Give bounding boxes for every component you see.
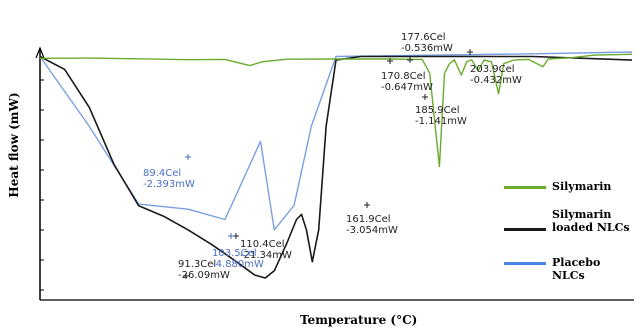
peak-temperature-label: 177.6Cel [401, 32, 446, 43]
series-layer [39, 51, 633, 279]
peak-temperature-label: 203.9Cel [470, 64, 515, 75]
y-axis-label: Heat flow (mW) [7, 92, 21, 198]
peak-marker [183, 273, 189, 279]
peak-temperature-label: 170.8Cel [381, 71, 426, 82]
peak-marker [422, 94, 428, 100]
peak-annotation: 203.9Cel-0.432mW [467, 49, 522, 86]
peak-annotation: 103.5Cel-4.880mW [212, 233, 264, 270]
chart-axes [35, 46, 634, 301]
series-line-placebo-nlcs [39, 51, 633, 231]
peak-temperature-label: 89.4Cel [143, 168, 181, 179]
peak-annotation: 161.9Cel-3.054mW [346, 202, 398, 236]
legend-label: Silymarin loaded NLCs [552, 208, 630, 234]
peak-marker [364, 202, 370, 208]
legend-swatch [504, 186, 546, 189]
peak-temperature-label: 91.3Cel [178, 259, 216, 270]
annotations-layer: 161.9Cel-3.054mW170.8Cel-0.647mW177.6Cel… [143, 32, 522, 281]
peak-temperature-label: 161.9Cel [346, 214, 391, 225]
legend-label: Silymarin [552, 180, 612, 193]
peak-temperature-label: 110.4Cel [240, 239, 285, 250]
peak-heatflow-label: -3.054mW [346, 225, 398, 236]
y-axis-label-wrap: Heat flow (mW) [4, 70, 24, 220]
peak-annotation: 177.6Cel-0.536mW [401, 32, 453, 63]
peak-marker [467, 49, 473, 55]
peak-annotation: 170.8Cel-0.647mW [381, 58, 433, 93]
y-axis-arrow [35, 46, 45, 59]
legend-swatch [504, 228, 546, 231]
peak-marker [387, 58, 393, 64]
peak-heatflow-label: -1.141mW [415, 116, 467, 127]
peak-annotation: 89.4Cel-2.393mW [143, 154, 195, 190]
peak-marker [407, 57, 413, 63]
peak-marker [185, 154, 191, 160]
legend-swatch [504, 262, 546, 265]
series-line-silymarin [39, 53, 633, 168]
peak-heatflow-label: -0.432mW [470, 75, 522, 86]
peak-marker [228, 233, 234, 239]
peak-heatflow-label: -26.09mW [178, 270, 230, 281]
peak-heatflow-label: -4.880mW [212, 259, 264, 270]
series-line-silymarin-loaded-nlcs [39, 55, 633, 279]
peak-heatflow-label: -0.536mW [401, 43, 453, 54]
peak-temperature-label: 185.9Cel [415, 105, 460, 116]
legend-label: Placebo NLCs [552, 256, 601, 282]
peak-heatflow-label: -2.393mW [143, 179, 195, 190]
peak-annotation: 91.3Cel-26.09mW [178, 259, 230, 281]
peak-heatflow-label: -21.34mW [240, 250, 292, 261]
x-axis-label: Temperature (°C) [300, 313, 418, 327]
peak-heatflow-label: -0.647mW [381, 82, 433, 93]
peak-temperature-label: 103.5Cel [212, 248, 257, 259]
peak-annotation: 185.9Cel-1.141mW [415, 94, 467, 127]
